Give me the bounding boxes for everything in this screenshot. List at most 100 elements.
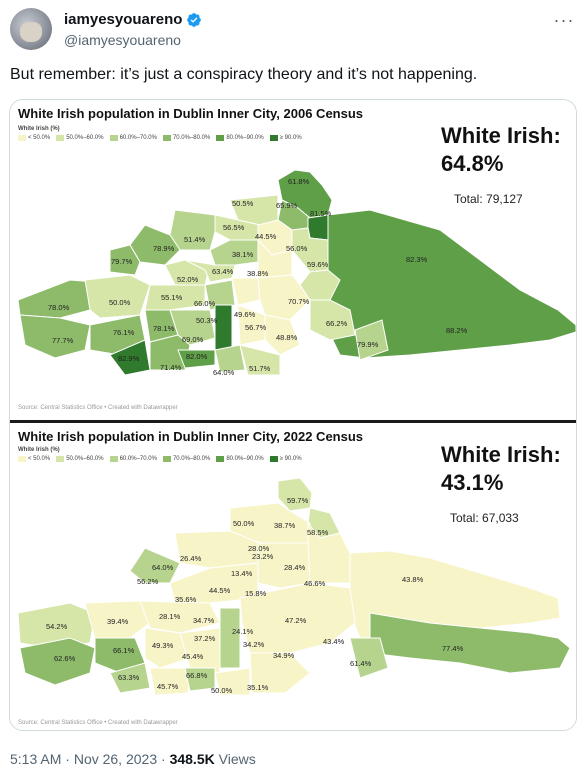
region-value-label: 66.2%: [326, 319, 348, 328]
region-value-label: 79.7%: [111, 257, 133, 266]
tweet-text: But remember: it’s just a conspiracy the…: [10, 66, 478, 83]
region-value-label: 64.0%: [213, 368, 235, 377]
region-value-label: 63.3%: [118, 673, 140, 682]
total-count: Total: 79,127: [454, 192, 523, 206]
region-value-label: 45.4%: [182, 652, 204, 661]
region-value-label: 65.9%: [276, 201, 298, 210]
region-value-label: 28.1%: [159, 612, 181, 621]
more-options-icon[interactable]: ···: [553, 9, 575, 30]
headline-label: White Irish:: [441, 442, 561, 467]
region-value-label: 28.4%: [284, 563, 306, 572]
region-value-label: 34.2%: [243, 640, 265, 649]
region-value-label: 50.3%: [196, 316, 218, 325]
region-value-label: 61.4%: [350, 659, 372, 668]
region-value-label: 37.2%: [194, 634, 216, 643]
region-value-label: 44.5%: [209, 586, 231, 595]
region-value-label: 26.4%: [180, 554, 202, 563]
region-value-label: 56.0%: [286, 244, 308, 253]
map-labels-2022: 59.7% 50.0% 38.7% 58.5% 28.0% 23.2% 26.4…: [46, 496, 464, 695]
region-value-label: 82.3%: [406, 255, 428, 264]
legend-swatch: [216, 135, 225, 141]
verified-badge-icon: [187, 12, 202, 27]
tweet-footer: 5:13 AM · Nov 26, 2023 · 348.5K Views: [10, 751, 256, 767]
region-value-label: 38.7%: [274, 521, 296, 530]
region-value-label: 69.0%: [182, 335, 204, 344]
source-note: Source: Central Statistics Office • Crea…: [18, 720, 178, 726]
legend-swatch: [162, 135, 171, 141]
legend-item: 60.0%–70.0%: [119, 135, 157, 141]
region-value-label: 43.8%: [402, 575, 424, 584]
region-value-label: 34.7%: [193, 616, 215, 625]
region-value-label: 35.1%: [247, 683, 269, 692]
region-value-label: 66.0%: [194, 299, 216, 308]
region-value-label: 55.1%: [161, 293, 183, 302]
legend-item: < 50.0%: [28, 456, 51, 462]
region-value-label: 35.6%: [175, 595, 197, 604]
region-value-label: 78.1%: [153, 324, 175, 333]
legend-swatch: [162, 456, 171, 462]
region-value-label: 82.9%: [118, 354, 140, 363]
region-value-label: 78.9%: [153, 244, 175, 253]
region-value-label: 66.1%: [113, 646, 135, 655]
legend-item: 70.0%–80.0%: [172, 135, 211, 141]
headline-label: White Irish:: [441, 123, 561, 148]
map-legend: White Irish (%) < 50.0% 50.0%–60.0% 60.0…: [18, 126, 302, 141]
region-value-label: 13.4%: [231, 569, 253, 578]
region-value-label: 50.0%: [233, 519, 255, 528]
region-value-label: 38.8%: [247, 269, 269, 278]
region-value-label: 59.6%: [307, 260, 329, 269]
region-value-label: 49.3%: [152, 641, 174, 650]
region-value-label: 54.2%: [46, 622, 68, 631]
region-value-label: 50.5%: [232, 199, 254, 208]
region-value-label: 56.5%: [223, 223, 245, 232]
dublin-map-2022: 59.7% 50.0% 38.7% 58.5% 28.0% 23.2% 26.4…: [17, 477, 571, 696]
region-value-label: 76.1%: [113, 328, 135, 337]
legend-item: 80.0%–90.0%: [226, 456, 264, 462]
legend-item: 80.0%–90.0%: [226, 135, 264, 141]
region-value-label: 77.4%: [442, 644, 464, 653]
region-value-label: 28.0%: [248, 544, 270, 553]
separator: ·: [61, 751, 74, 767]
headline-value: 64.8%: [441, 151, 504, 176]
region-value-label: 88.2%: [446, 326, 468, 335]
legend-item: 50.0%–60.0%: [66, 135, 104, 141]
legend-item: < 50.0%: [28, 135, 51, 141]
map-title: White Irish population in Dublin Inner C…: [18, 106, 364, 121]
region-value-label: 64.0%: [152, 563, 174, 572]
legend-swatch: [109, 456, 118, 462]
region-value-label: 56.2%: [137, 577, 159, 586]
region-value-label: 62.6%: [54, 654, 76, 663]
region-value-label: 38.1%: [232, 250, 254, 259]
region-value-label: 48.8%: [276, 333, 298, 342]
region-value-label: 52.0%: [177, 275, 199, 284]
region-value-label: 61.8%: [288, 177, 310, 186]
map-legend: White Irish (%) < 50.0% 50.0%–60.0% 60.0…: [18, 447, 302, 462]
region-value-label: 24.1%: [232, 627, 254, 636]
dublin-map-2006: 61.8% 50.5% 65.9% 81.5% 56.5% 44.5% 51.4…: [17, 169, 576, 377]
tweet-time[interactable]: 5:13 AM: [10, 751, 62, 767]
author-name-row[interactable]: iamyesyouareno: [64, 11, 202, 28]
region-value-label: 50.0%: [109, 298, 131, 307]
legend-swatch: [269, 456, 278, 462]
region-value-label: 56.7%: [245, 323, 267, 332]
legend-swatch: [56, 456, 65, 462]
legend-item: ≥ 90.0%: [279, 135, 302, 141]
legend-item: ≥ 90.0%: [279, 456, 302, 462]
region-value-label: 23.2%: [252, 552, 274, 561]
region-value-label: 34.9%: [273, 651, 295, 660]
map-labels-2006: 61.8% 50.5% 65.9% 81.5% 56.5% 44.5% 51.4…: [48, 177, 468, 377]
avatar[interactable]: [10, 8, 52, 50]
legend-item: 70.0%–80.0%: [172, 456, 211, 462]
region-value-label: 79.9%: [357, 340, 379, 349]
legend-swatch: [216, 456, 225, 462]
author-handle[interactable]: @iamyesyouareno: [64, 32, 181, 48]
region-value-label: 39.4%: [107, 617, 129, 626]
legend-item: 50.0%–60.0%: [66, 456, 104, 462]
tweet-date[interactable]: Nov 26, 2023: [73, 751, 158, 767]
author-name[interactable]: iamyesyouareno: [64, 11, 183, 28]
tweet-media[interactable]: 61.8% 50.5% 65.9% 81.5% 56.5% 44.5% 51.4…: [9, 99, 577, 731]
region-value-label: 45.7%: [157, 682, 179, 691]
region-value-label: 47.2%: [285, 616, 307, 625]
region-value-label: 81.5%: [310, 209, 332, 218]
region-value-label: 77.7%: [52, 336, 74, 345]
